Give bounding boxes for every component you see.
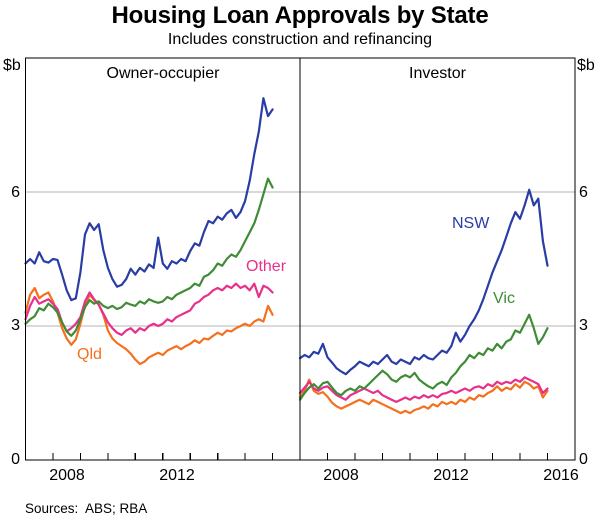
x-tick-label-2012-right: 2012 [433, 467, 469, 484]
x-tick-label-2008-right: 2008 [323, 467, 359, 484]
y-tick-label-6-left: 6 [11, 184, 20, 201]
series-label-qld: Qld [77, 346, 102, 363]
y-tick-label-6-right: 6 [579, 184, 588, 201]
series-label-vic: Vic [493, 290, 515, 307]
y-axis-unit-left: $b [3, 57, 21, 74]
x-tick-label-2008-left: 2008 [49, 467, 85, 484]
x-tick-label-2012-left: 2012 [159, 467, 195, 484]
x-tick-label-2016-right: 2016 [543, 467, 579, 484]
y-tick-label-0-right: 0 [579, 451, 588, 468]
y-tick-label-0-left: 0 [11, 451, 20, 468]
y-tick-label-3-right: 3 [579, 317, 588, 334]
chart-subtitle: Includes construction and refinancing [167, 31, 433, 48]
panel-label-owner-occupier: Owner-occupier [106, 65, 220, 82]
y-tick-label-3-left: 3 [11, 317, 20, 334]
y-axis-unit-right: $b [577, 57, 595, 74]
panel-label-investor: Investor [409, 65, 466, 82]
sources-note: Sources: ABS; RBA [25, 501, 148, 516]
series-label-other: Other [246, 258, 287, 275]
series-label-nsw: NSW [452, 215, 490, 232]
chart-title: Housing Loan Approvals by State [111, 2, 489, 29]
